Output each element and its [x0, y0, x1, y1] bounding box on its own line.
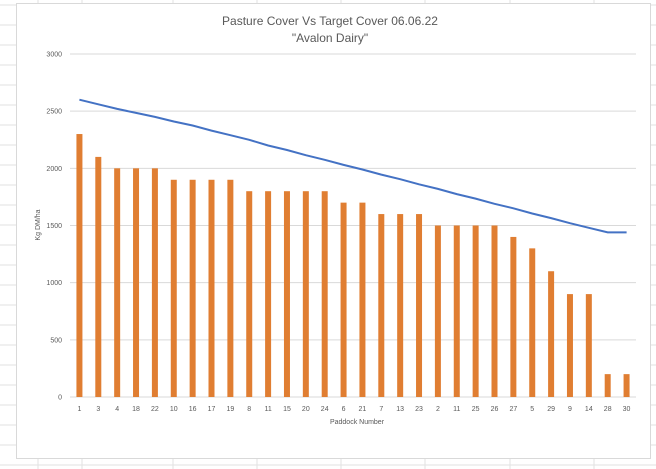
x-tick-label: 11 — [453, 406, 460, 413]
chart-svg: Pasture Cover Vs Target Cover 06.06.22 "… — [35, 14, 636, 426]
x-tick-label: 27 — [509, 406, 517, 413]
x-tick-label: 5 — [530, 406, 534, 413]
x-tick-label: 6 — [342, 406, 346, 413]
x-tick-label: 13 — [396, 406, 404, 413]
chart-area[interactable]: Pasture Cover Vs Target Cover 06.06.22 "… — [16, 3, 651, 459]
bar — [321, 191, 328, 397]
x-tick-label: 11 — [264, 406, 271, 413]
bar — [283, 191, 290, 397]
x-tick-label: 29 — [547, 406, 555, 413]
bar — [585, 294, 592, 397]
x-tick-label: 22 — [151, 406, 159, 413]
bar — [133, 168, 140, 397]
line-series — [79, 98, 627, 234]
x-tick-label: 18 — [132, 406, 140, 413]
x-tick-label: 2 — [436, 406, 440, 413]
x-tick-label: 7 — [379, 406, 383, 413]
bar — [566, 294, 573, 397]
x-tick-label: 25 — [472, 406, 480, 413]
chart-title: Pasture Cover Vs Target Cover 06.06.22 — [222, 14, 438, 28]
x-tick-label: 23 — [415, 406, 423, 413]
bar — [491, 225, 498, 397]
bar — [416, 214, 423, 397]
x-tick-label: 3 — [96, 406, 100, 413]
x-tick-label: 1 — [77, 406, 81, 413]
y-tick-label: 500 — [50, 337, 62, 344]
bar — [397, 214, 404, 397]
x-tick-label: 15 — [283, 406, 291, 413]
bar — [189, 179, 196, 397]
bar — [453, 225, 460, 397]
x-tick-label: 10 — [170, 406, 178, 413]
x-tick-label: 19 — [226, 406, 234, 413]
bar — [604, 374, 611, 397]
x-tick-label: 14 — [585, 406, 593, 413]
target-line — [79, 98, 627, 234]
x-axis-ticks: 1 3 4 18 22 10 16 17 19 8 11 15 20 24 6 21 7 13 23 2 11 25 26 2… — [77, 406, 630, 413]
y-axis-ticks: 0 500 1000 1500 2000 2500 3000 — [46, 52, 62, 402]
bar — [208, 179, 215, 397]
bar — [170, 179, 177, 397]
chart-subtitle: "Avalon Dairy" — [292, 31, 368, 45]
x-tick-label: 28 — [604, 406, 612, 413]
bar — [548, 271, 555, 397]
bar — [378, 214, 385, 397]
x-axis-title: Paddock Number — [330, 419, 385, 426]
bar — [434, 225, 441, 397]
y-tick-label: 2000 — [46, 166, 62, 173]
bar — [227, 179, 234, 397]
x-tick-label: 4 — [115, 406, 119, 413]
x-tick-label: 30 — [623, 406, 631, 413]
bar-series — [76, 134, 630, 398]
y-tick-label: 2500 — [46, 109, 62, 116]
x-tick-label: 16 — [189, 406, 197, 413]
bar — [472, 225, 479, 397]
y-tick-label: 1000 — [46, 280, 62, 287]
x-tick-label: 8 — [247, 406, 251, 413]
x-tick-label: 17 — [208, 406, 216, 413]
bar — [76, 134, 83, 398]
y-tick-label: 1500 — [46, 223, 62, 230]
bar — [302, 191, 309, 397]
bar — [340, 202, 347, 397]
bar — [114, 168, 121, 397]
bar — [95, 156, 102, 397]
bar — [529, 248, 536, 397]
x-tick-label: 21 — [359, 406, 367, 413]
x-tick-label: 26 — [491, 406, 499, 413]
x-tick-label: 24 — [321, 406, 329, 413]
bar — [510, 236, 517, 397]
bar — [359, 202, 366, 397]
bar — [623, 374, 630, 397]
x-tick-label: 9 — [568, 406, 572, 413]
x-tick-label: 20 — [302, 406, 310, 413]
bar — [246, 191, 253, 397]
y-tick-label: 0 — [58, 395, 62, 402]
y-tick-label: 3000 — [46, 52, 62, 59]
bar — [151, 168, 158, 397]
y-axis-title: Kg DM/ha — [35, 209, 42, 240]
bar — [265, 191, 272, 397]
gridlines — [70, 53, 636, 398]
